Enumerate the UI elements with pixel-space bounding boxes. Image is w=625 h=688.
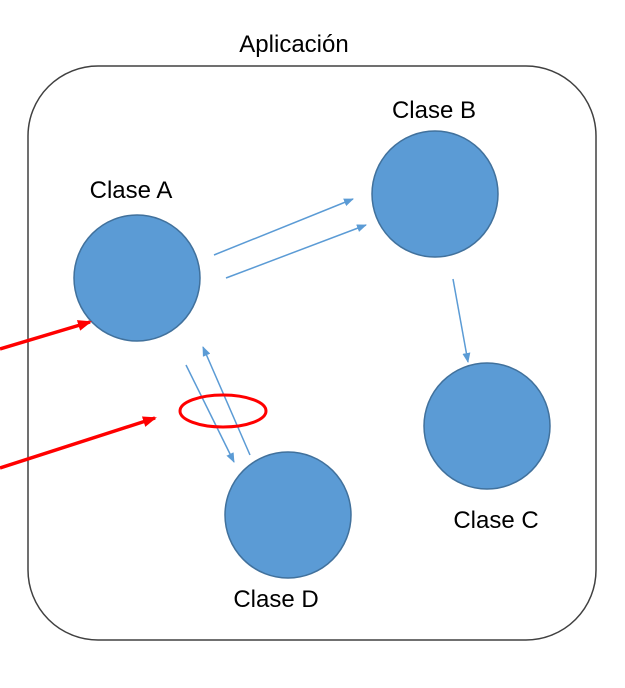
application-container [27,65,597,641]
application-title: Aplicación [239,31,348,58]
node-clase-d [224,451,352,579]
node-clase-d-label: Clase D [233,586,318,613]
node-clase-b-label: Clase B [392,97,476,124]
connector-a-to-d [185,364,235,463]
node-clase-a [73,214,201,342]
node-clase-c-label: Clase C [453,507,538,534]
external-arrow-to-link [0,416,157,470]
node-clase-b [371,130,499,258]
connector-d-to-a [202,346,251,456]
connector-a-to-b-lower [225,224,367,279]
connector-b-to-c [452,278,471,363]
node-clase-c [423,362,551,490]
highlight-ellipse [178,393,268,429]
external-arrow-to-clase-a [0,320,92,351]
node-clase-a-label: Clase A [90,177,173,204]
connector-a-to-b-upper [213,198,354,256]
